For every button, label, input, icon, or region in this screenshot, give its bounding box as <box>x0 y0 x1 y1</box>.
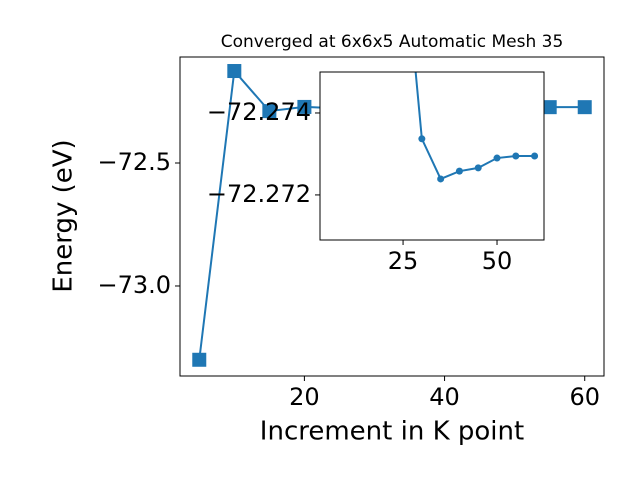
y-axis-label: Energy (eV) <box>49 139 79 292</box>
x-tick-label: 20 <box>289 383 320 411</box>
y-tick-label: −72.5 <box>97 148 171 176</box>
marker <box>192 352 207 367</box>
marker <box>577 100 592 115</box>
marker <box>262 104 277 119</box>
marker <box>437 175 445 183</box>
x-tick-label: 50 <box>482 247 513 275</box>
marker <box>227 64 242 79</box>
x-tick-label: 60 <box>569 383 600 411</box>
y-tick-label: −72.272 <box>207 180 311 208</box>
axes-frame <box>179 56 605 377</box>
marker <box>493 154 501 162</box>
y-tick-label: −73.0 <box>97 271 171 299</box>
marker <box>455 167 463 175</box>
marker <box>542 100 557 115</box>
x-axis-label: Increment in K point <box>260 417 524 447</box>
x-tick-label: 40 <box>429 383 460 411</box>
plot-area <box>414 72 539 183</box>
x-tick-label: 25 <box>388 247 419 275</box>
marker <box>418 135 426 143</box>
marker <box>531 152 539 160</box>
marker <box>512 152 520 160</box>
axes-frame <box>319 71 545 241</box>
marker <box>474 164 482 172</box>
marker <box>297 99 312 114</box>
chart-title: Converged at 6x6x5 Automatic Mesh 35 <box>221 32 564 52</box>
y-tick-label: −72.274 <box>207 98 311 126</box>
